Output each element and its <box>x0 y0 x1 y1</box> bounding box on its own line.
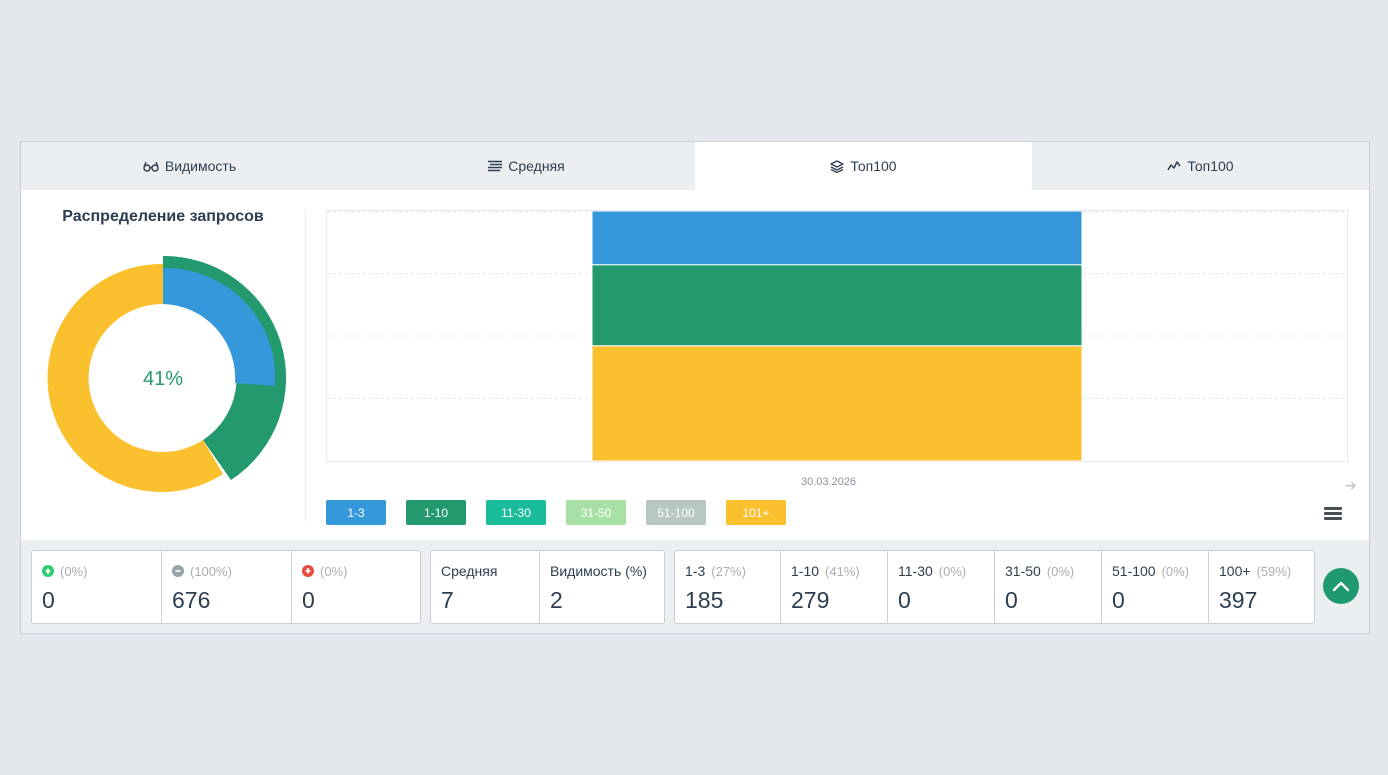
stat-label: Видимость (%) <box>550 563 647 579</box>
legend-label: 31-50 <box>580 505 612 520</box>
stat-pct: (0%) <box>1046 563 1075 579</box>
chart-legend: 1-3 1-10 11-30 31-50 51-100 101+ <box>326 500 786 525</box>
stat-label: Средняя <box>441 563 498 579</box>
stats-bar: (0%) 0 (100%) 676 (0%) <box>21 540 1369 633</box>
arrow-right-icon[interactable]: ➔ <box>1345 477 1357 493</box>
list-icon <box>488 160 503 172</box>
ranges-group: 1-3 (27%) 185 1-10 (41%) 279 11-30 (0%) 0 3… <box>674 550 1315 624</box>
positions-panel: Видимость Средняя Топ100 Топ100 Распреде… <box>20 141 1370 634</box>
stat-range-1-10: 1-10 (41%) 279 <box>781 551 888 623</box>
arrow-up-icon <box>42 565 54 577</box>
donut-segment-101plus[interactable] <box>47 263 224 492</box>
arrow-down-icon <box>302 565 314 577</box>
legend-label: 51-100 <box>657 505 695 520</box>
stat-value: 7 <box>441 587 454 613</box>
stat-value: 2 <box>550 587 563 613</box>
bar-segment-1-10[interactable] <box>591 264 1083 347</box>
stat-value: 0 <box>302 587 315 613</box>
stat-average: Средняя 7 <box>431 551 540 623</box>
tab-label: Топ100 <box>1187 158 1234 174</box>
tab-top100-stacked[interactable]: Топ100 <box>695 142 1032 190</box>
legend-item-31-50[interactable]: 31-50 <box>566 500 626 525</box>
stat-label: 51-100 <box>1112 563 1156 579</box>
bar-chart-canvas <box>327 211 1347 461</box>
chevron-up-icon <box>1332 581 1350 592</box>
distribution-section: Распределение запросов 41% <box>21 190 305 540</box>
stat-unchanged: (100%) 676 <box>162 551 292 623</box>
stat-range-1-3: 1-3 (27%) 185 <box>675 551 781 623</box>
summary-group: Средняя 7 Видимость (%) 2 <box>430 550 665 624</box>
stat-range-31-50: 31-50 (0%) 0 <box>995 551 1102 623</box>
tab-visibility[interactable]: Видимость <box>21 142 358 190</box>
tab-bar: Видимость Средняя Топ100 Топ100 <box>21 142 1369 190</box>
stat-label: 11-30 <box>898 563 933 579</box>
stat-value: 676 <box>172 587 211 613</box>
legend-label: 1-3 <box>347 505 365 520</box>
stat-value: 0 <box>1112 587 1125 613</box>
bar-segment-101plus[interactable] <box>591 345 1083 461</box>
stacked-bar-chart <box>326 210 1348 462</box>
tab-label: Средняя <box>508 158 565 174</box>
stat-pct: (0%) <box>1161 563 1190 579</box>
legend-label: 1-10 <box>423 505 449 520</box>
stat-range-51-100: 51-100 (0%) 0 <box>1102 551 1209 623</box>
tab-average[interactable]: Средняя <box>358 142 695 190</box>
stat-pct: (0%) <box>320 563 348 579</box>
tab-top100-line[interactable]: Топ100 <box>1032 142 1369 190</box>
hamburger-menu-icon[interactable] <box>1324 507 1342 521</box>
stat-value: 397 <box>1219 587 1258 613</box>
scroll-top-button[interactable] <box>1323 568 1359 604</box>
changes-group: (0%) 0 (100%) 676 (0%) <box>31 550 421 624</box>
stat-value: 0 <box>1005 587 1018 613</box>
tab-label: Топ100 <box>850 158 897 174</box>
stat-pct: (41%) <box>825 563 860 579</box>
stat-label: 31-50 <box>1005 563 1041 579</box>
minus-circle-icon <box>172 565 184 577</box>
legend-item-11-30[interactable]: 11-30 <box>486 500 546 525</box>
donut-segment-1-10[interactable] <box>163 256 286 480</box>
glasses-icon <box>143 161 159 172</box>
donut-center-label: 41% <box>143 368 183 390</box>
donut-segment-1-3[interactable] <box>163 267 276 386</box>
chart-line-icon <box>1167 161 1182 171</box>
stat-pct: (27%) <box>711 563 746 579</box>
legend-label: 101+ <box>742 505 770 520</box>
stat-up: (0%) 0 <box>32 551 162 623</box>
legend-item-1-10[interactable]: 1-10 <box>406 500 466 525</box>
stat-value: 185 <box>685 587 724 613</box>
stat-value: 0 <box>42 587 55 613</box>
distribution-donut: 41% <box>47 256 286 492</box>
stat-label: 1-3 <box>685 563 706 579</box>
bar-segment-1-3[interactable] <box>591 211 1083 266</box>
distribution-title: Распределение запросов <box>62 208 264 225</box>
stat-pct: (59%) <box>1256 563 1292 579</box>
stat-pct: (0%) <box>60 563 88 579</box>
stat-label: 1-10 <box>791 563 820 579</box>
tab-label: Видимость <box>164 158 237 174</box>
section-divider <box>305 210 306 521</box>
stat-value: 279 <box>791 587 830 613</box>
stat-range-11-30: 11-30 (0%) 0 <box>888 551 995 623</box>
legend-item-1-3[interactable]: 1-3 <box>326 500 386 525</box>
stat-label: 100+ <box>1219 563 1251 579</box>
x-axis-label: 30.03.2026 <box>801 476 857 488</box>
stat-range-100plus: 100+ (59%) 397 <box>1209 551 1314 623</box>
legend-item-51-100[interactable]: 51-100 <box>646 500 706 525</box>
stat-pct: (0%) <box>938 563 967 579</box>
legend-item-101plus[interactable]: 101+ <box>726 500 786 525</box>
legend-label: 11-30 <box>501 505 531 520</box>
stat-value: 0 <box>898 587 911 613</box>
stat-pct: (100%) <box>190 563 232 579</box>
layers-icon <box>830 159 845 173</box>
stat-down: (0%) 0 <box>292 551 420 623</box>
stat-visibility: Видимость (%) 2 <box>540 551 664 623</box>
